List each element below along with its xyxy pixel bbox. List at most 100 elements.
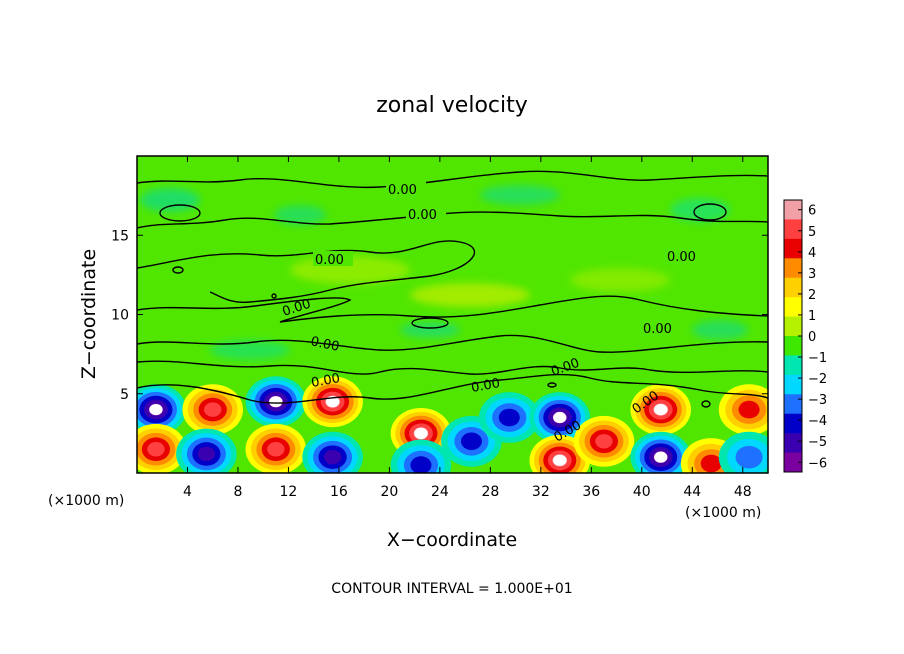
velocity-cell [176, 428, 237, 473]
colorbar-tick-label: −2 [808, 372, 827, 387]
texture-patch [692, 320, 748, 340]
zero-contours [137, 170, 768, 408]
colorbar: 6 5 4 3 2 1 0 −1 −2 −3 −4 −5 −6 [783, 199, 827, 473]
colorbar-tick-label: 4 [808, 246, 816, 261]
x-axis-unit-label: (×1000 m) [685, 505, 761, 521]
contour-label: 0.00 [309, 334, 340, 355]
x-tick-label: 28 [481, 484, 499, 500]
texture-patch [400, 322, 460, 338]
contour-label: 0.00 [470, 376, 501, 396]
colorbar-swatch [784, 297, 802, 318]
x-origin-unit-label: (×1000 m) [48, 493, 124, 509]
contour-interval-note: CONTOUR INTERVAL = 1.000E+01 [331, 581, 572, 597]
velocity-core [553, 454, 567, 466]
contour-label: 0.00 [388, 183, 417, 198]
colorbar-swatch [784, 258, 802, 279]
colorbar-swatch [784, 452, 802, 473]
velocity-cell [718, 384, 768, 435]
y-tick-label: 5 [120, 387, 129, 403]
x-tick-label: 44 [683, 484, 701, 500]
contour-label-background [386, 181, 426, 196]
colorbar-tick-label: −1 [808, 351, 827, 366]
velocity-contour-band [498, 408, 520, 427]
contour-label: 0.00 [315, 253, 344, 268]
plot-area: 0.00 0.00 0.00 0.00 0.00 0.00 0.00 0.00 … [137, 156, 768, 473]
velocity-contour-band [700, 454, 722, 473]
x-tick-label: 20 [380, 484, 398, 500]
texture-patch [274, 205, 326, 225]
texture-patch [140, 188, 200, 212]
x-tick-label: 32 [532, 484, 550, 500]
colorbar-swatch [784, 433, 802, 454]
contour-line [137, 240, 476, 304]
x-tick-label: 8 [233, 484, 242, 500]
colorbar-swatch [784, 394, 802, 415]
contour-line [137, 295, 768, 323]
contour-label: 0.00 [408, 208, 437, 223]
colorbar-tick-label: −5 [808, 435, 827, 450]
contour-loop [271, 293, 277, 299]
x-tick-label: 48 [734, 484, 752, 500]
velocity-core [654, 451, 668, 463]
colorbar-swatch [784, 277, 802, 298]
velocity-contour-band [735, 445, 763, 469]
velocity-contour-band [267, 442, 285, 457]
x-axis: 4 8 12 16 20 24 28 32 36 40 44 48 [183, 156, 752, 500]
colorbar-swatch [784, 336, 802, 356]
velocity-contour-band [410, 456, 432, 473]
colorbar-swatch [784, 316, 802, 337]
velocity-cell [245, 423, 307, 473]
colorbar-tick-label: 1 [808, 309, 816, 324]
velocity-core [654, 404, 668, 416]
contour-label-background [641, 320, 681, 335]
colorbar-swatch [784, 355, 802, 376]
colorbar-swatch [784, 238, 802, 259]
velocity-core [553, 411, 567, 424]
chart-title: zonal velocity [376, 93, 528, 118]
colorbar-tick-label: 2 [808, 288, 816, 303]
velocity-core [269, 396, 283, 408]
velocity-contour-band [323, 449, 342, 465]
velocity-contour-band [595, 434, 613, 449]
velocity-contour-band [738, 400, 760, 419]
velocity-cell [182, 384, 244, 435]
colorbar-tick-label: −6 [808, 456, 827, 471]
velocity-cell [302, 431, 363, 473]
contour-line [137, 360, 768, 375]
velocity-cell [630, 431, 692, 473]
colorbar-swatch [784, 219, 802, 240]
velocity-contour-band [147, 442, 165, 457]
contour-line [137, 334, 768, 353]
contour-loop [693, 203, 727, 221]
contour-label-background [665, 248, 705, 263]
velocity-cell [390, 439, 452, 473]
colorbar-swatch [784, 413, 802, 434]
velocity-cell [573, 415, 635, 467]
colorbar-tick-label: 5 [808, 225, 816, 240]
contour-line [137, 373, 768, 404]
velocity-core [414, 427, 428, 439]
y-tick-label: 10 [111, 308, 129, 324]
contour-label-background [406, 206, 446, 221]
velocity-cell [478, 392, 540, 443]
x-tick-label: 16 [330, 484, 348, 500]
colorbar-tick-label: −4 [808, 414, 827, 429]
x-tick-label: 24 [431, 484, 449, 500]
velocity-cell [137, 384, 187, 435]
velocity-core [149, 404, 163, 416]
x-tick-label: 40 [633, 484, 651, 500]
velocity-cell [718, 431, 768, 473]
texture-patch [570, 268, 670, 292]
colorbar-tick-label: 3 [808, 267, 816, 282]
velocity-contour-band [197, 446, 216, 462]
velocity-cell [245, 376, 307, 428]
contour-line [137, 170, 768, 189]
x-tick-label: 4 [183, 484, 192, 500]
x-tick-label: 12 [280, 484, 298, 500]
texture-patch [410, 283, 530, 307]
contour-loop [172, 266, 184, 274]
velocity-cell [630, 384, 692, 435]
contour-label: 0.00 [643, 322, 672, 337]
colorbar-swatch [784, 374, 802, 395]
x-axis-label: X−coordinate [387, 529, 517, 551]
